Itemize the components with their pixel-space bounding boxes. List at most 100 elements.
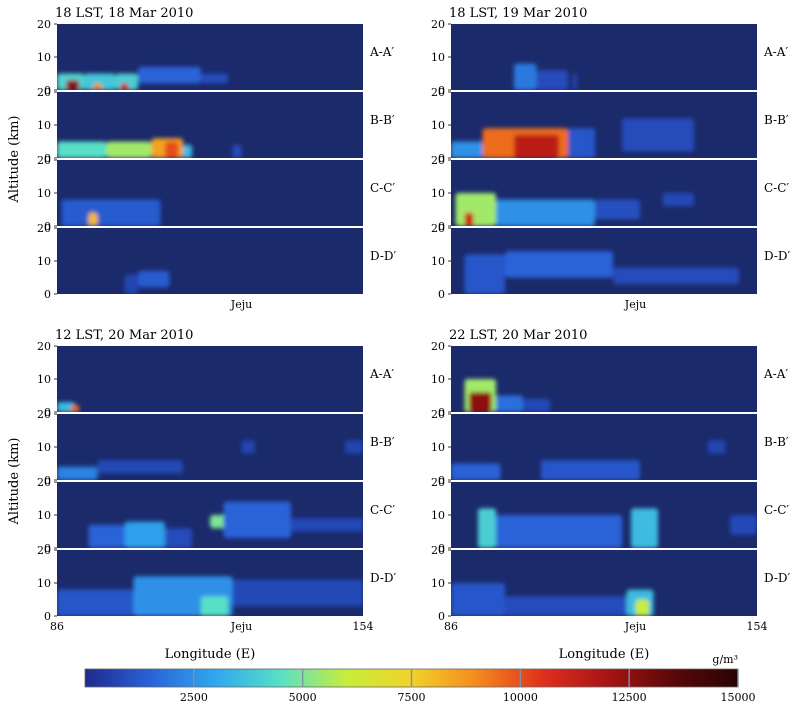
cross-section-label: D-D′ <box>764 249 791 263</box>
x-axis-label: Longitude (E) <box>559 647 650 662</box>
colorbar-tick-label: 7500 <box>398 691 426 704</box>
y-tick-label: 20 <box>431 340 445 353</box>
panel-4: 22 LST, 20 Mar 2010 0 10 20 A-A′ 0 10 20 B-B′ 0 10… <box>431 328 791 662</box>
plume-layer <box>514 63 577 90</box>
strip-C-C′: 0 10 20 C-C′ <box>431 154 789 233</box>
y-tick-label: 10 <box>37 51 51 64</box>
colorbar: 2500 5000 7500 10000 12500 15000 g/m³ <box>84 653 756 704</box>
panel-2: 18 LST, 19 Mar 2010 0 10 20 A-A′ 0 10 20 B-B′ 0 10… <box>431 6 791 311</box>
y-tick-label: 0 <box>438 610 445 623</box>
x-axis-label: Longitude (E) <box>165 647 256 662</box>
plume-cell <box>514 134 559 158</box>
plume-cell <box>622 118 694 152</box>
y-tick-label: 0 <box>438 220 445 233</box>
plume-cell <box>183 144 192 158</box>
strip-D-D′: 0 10 20 D-D′ <box>431 222 791 301</box>
plume-cell <box>572 73 577 90</box>
plume-cell <box>478 508 496 548</box>
plume-layer <box>57 576 363 616</box>
y-tick-label: 20 <box>37 154 51 167</box>
strip-C-C′: 0 10 20 C-C′ <box>37 154 395 233</box>
panel-3: 12 LST, 20 Mar 2010 0 10 20 A-A′ 0 10 20 B-B′ 0 10… <box>7 328 397 662</box>
colorbar-tick-label: 5000 <box>289 691 317 704</box>
y-tick-label: 10 <box>37 373 51 386</box>
plume-layer <box>455 193 694 226</box>
plume-cell <box>201 73 228 84</box>
plume-cell <box>70 405 80 412</box>
plume-cell <box>124 521 165 548</box>
plume-cell <box>464 254 505 294</box>
plume-cell <box>138 66 201 84</box>
plume-cell <box>541 460 640 480</box>
plume-cell <box>138 270 170 288</box>
colorbar-tick-label: 15000 <box>721 691 756 704</box>
panel-title: 12 LST, 20 Mar 2010 <box>55 328 193 343</box>
plume-cell <box>451 583 505 616</box>
panel-title: 18 LST, 18 Mar 2010 <box>55 6 193 21</box>
y-tick-label: 20 <box>37 86 51 99</box>
y-tick-label: 0 <box>44 288 51 301</box>
plume-cell <box>730 515 757 535</box>
plume-layer <box>464 251 739 294</box>
plume-cell <box>707 440 726 454</box>
y-tick-label: 20 <box>431 222 445 235</box>
y-axis-label: Altitude (km) <box>7 115 22 203</box>
cross-section-panels: 18 LST, 18 Mar 2010 0 10 20 A-A′ 0 10 20 B-B′ 0 10… <box>7 6 791 662</box>
strip-C-C′: 0 10 20 C-C′ <box>37 476 395 555</box>
panel-1: 18 LST, 18 Mar 2010 0 10 20 A-A′ 0 10 20 B-B′ 0 10… <box>7 6 397 311</box>
plume-cell <box>201 596 228 616</box>
y-tick-label: 20 <box>37 408 51 421</box>
y-tick-label: 10 <box>37 577 51 590</box>
cross-section-label: A-A′ <box>763 45 788 59</box>
colorbar-unit: g/m³ <box>712 653 738 666</box>
y-tick-label: 0 <box>44 84 51 97</box>
plume-cell <box>613 267 739 285</box>
plume-cell <box>568 128 595 158</box>
plume-cell <box>505 596 627 616</box>
plume-cell <box>97 460 183 474</box>
cross-section-label: C-C′ <box>370 181 395 195</box>
strip-A-A′: 0 10 20 A-A′ <box>431 340 788 419</box>
plume-cell <box>232 579 363 607</box>
plume-cell <box>165 141 179 158</box>
y-tick-label: 10 <box>431 509 445 522</box>
strip-D-D′: 0 10 20 D-D′ <box>37 544 397 623</box>
plume-cell <box>106 141 152 158</box>
y-tick-label: 20 <box>431 408 445 421</box>
strip-A-A′: 0 10 20 A-A′ <box>431 18 788 97</box>
y-tick-label: 0 <box>438 542 445 555</box>
y-tick-label: 20 <box>37 544 51 557</box>
y-tick-label: 20 <box>37 222 51 235</box>
cross-section-label: A-A′ <box>369 367 394 381</box>
y-tick-label: 0 <box>44 542 51 555</box>
y-tick-label: 0 <box>44 406 51 419</box>
plume-layer <box>464 379 550 412</box>
y-tick-label: 0 <box>438 288 445 301</box>
plume-cell <box>57 402 75 412</box>
colorbar-tick-label: 2500 <box>180 691 208 704</box>
plume-cell <box>496 395 523 412</box>
x-tick-label: 86 <box>50 620 64 633</box>
plume-layer <box>88 501 363 548</box>
y-tick-label: 10 <box>37 509 51 522</box>
cross-section-label: B-B′ <box>764 435 789 449</box>
strip-D-D′: 0 10 20 D-D′ <box>431 544 791 623</box>
plume-cell <box>345 440 363 454</box>
jeju-label: Jeju <box>624 298 646 311</box>
panel-title: 18 LST, 19 Mar 2010 <box>449 6 587 21</box>
cross-section-label: C-C′ <box>370 503 395 517</box>
plume-cell <box>595 199 640 220</box>
y-tick-label: 10 <box>37 119 51 132</box>
y-tick-label: 0 <box>44 610 51 623</box>
y-tick-label: 20 <box>431 544 445 557</box>
strip-D-D′: 0 10 20 D-D′ <box>37 222 397 301</box>
plume-layer <box>57 402 80 412</box>
plume-cell <box>88 524 125 548</box>
plume-layer <box>57 66 228 90</box>
plume-cell <box>464 212 474 226</box>
colorbar-tick-label: 12500 <box>612 691 647 704</box>
plume-cell <box>57 589 134 616</box>
x-tick-label: 86 <box>444 620 458 633</box>
y-tick-label: 0 <box>438 406 445 419</box>
